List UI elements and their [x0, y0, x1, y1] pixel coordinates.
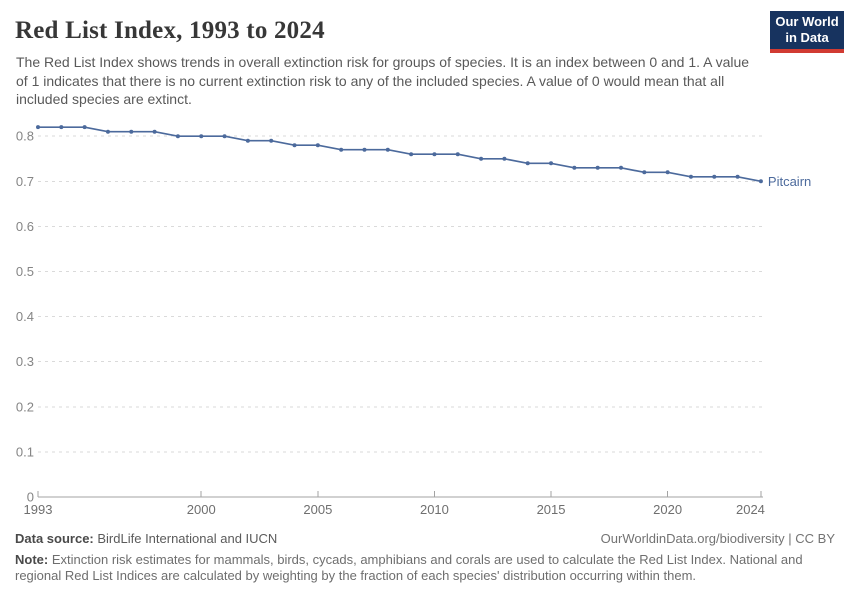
y-axis-tick-label: 0.1 [16, 444, 34, 459]
data-point[interactable] [82, 125, 87, 130]
data-point[interactable] [642, 170, 647, 175]
data-point[interactable] [245, 138, 250, 143]
y-axis-tick-label: 0.7 [16, 174, 34, 189]
data-point[interactable] [665, 170, 670, 175]
series-line[interactable] [38, 126, 762, 183]
data-point[interactable] [129, 129, 134, 134]
chart-canvas[interactable]: 0 0.1 0.2 0.3 0.4 0.5 0.6 0.7 0.8 1993 2000 2005 201… [0, 108, 850, 523]
owid-logo-line1: Our World [775, 14, 839, 29]
data-point[interactable] [175, 134, 180, 139]
x-axis-tick-label: 2010 [420, 502, 449, 517]
data-point[interactable] [712, 174, 717, 179]
data-point[interactable] [222, 134, 227, 139]
y-axis-tick-label: 0.8 [16, 129, 34, 144]
data-point[interactable] [152, 129, 157, 134]
y-axis-tick-label: 0.3 [16, 354, 34, 369]
data-point[interactable] [758, 179, 763, 184]
data-point[interactable] [362, 147, 367, 152]
data-point[interactable] [292, 143, 297, 148]
data-point[interactable] [105, 129, 110, 134]
data-point[interactable] [549, 161, 554, 166]
chart-footer: Data source: BirdLife International and … [15, 531, 835, 583]
chart-title: Red List Index, 1993 to 2024 [15, 17, 325, 44]
x-axis-tick-label: 2015 [537, 502, 566, 517]
x-axis-tick-label: 2005 [303, 502, 332, 517]
data-point[interactable] [339, 147, 344, 152]
chart-subtitle: The Red List Index shows trends in overa… [16, 54, 750, 107]
data-point[interactable] [432, 152, 437, 157]
data-source-label: Data source: [15, 531, 94, 546]
x-axis-tick-label: 2020 [653, 502, 682, 517]
data-point[interactable] [688, 174, 693, 179]
data-point[interactable] [479, 156, 484, 161]
data-point[interactable] [269, 138, 274, 143]
y-axis-tick-label: 0.2 [16, 399, 34, 414]
line-chart[interactable]: 0 0.1 0.2 0.3 0.4 0.5 0.6 0.7 0.8 1993 2000 2005 201… [0, 108, 850, 523]
data-point[interactable] [619, 165, 623, 170]
data-point[interactable] [36, 125, 40, 130]
data-point[interactable] [455, 152, 460, 157]
data-point[interactable] [502, 156, 507, 161]
chart-note: Note: Extinction risk estimates for mamm… [15, 552, 805, 583]
data-point[interactable] [199, 134, 204, 139]
owid-logo[interactable]: Our World in Data [770, 11, 844, 53]
y-axis-tick-label: 0.4 [16, 309, 34, 324]
note-label: Note: [15, 552, 49, 567]
x-axis-tick-label: 1993 [24, 502, 53, 517]
note-text: Extinction risk estimates for mammals, b… [15, 552, 803, 583]
credit-link[interactable]: OurWorldinData.org/biodiversity | CC BY [600, 531, 835, 546]
data-point[interactable] [572, 165, 577, 170]
data-point[interactable] [315, 143, 320, 148]
data-point[interactable] [735, 174, 740, 179]
entity-label[interactable]: Pitcairn [768, 174, 811, 189]
data-point[interactable] [525, 161, 530, 166]
data-point[interactable] [59, 125, 64, 130]
data-point[interactable] [409, 152, 414, 157]
data-point[interactable] [385, 147, 390, 152]
x-axis-tick-label: 2000 [187, 502, 216, 517]
x-axis-tick-label: 2024 [736, 502, 765, 517]
data-source-value: BirdLife International and IUCN [97, 531, 278, 546]
data-point[interactable] [595, 165, 600, 170]
y-axis-tick-label: 0 [27, 490, 34, 505]
data-source: Data source: BirdLife International and … [15, 531, 277, 546]
y-axis-tick-label: 0.6 [16, 219, 34, 234]
owid-logo-line2: in Data [785, 30, 829, 45]
y-axis-tick-label: 0.5 [16, 264, 34, 279]
